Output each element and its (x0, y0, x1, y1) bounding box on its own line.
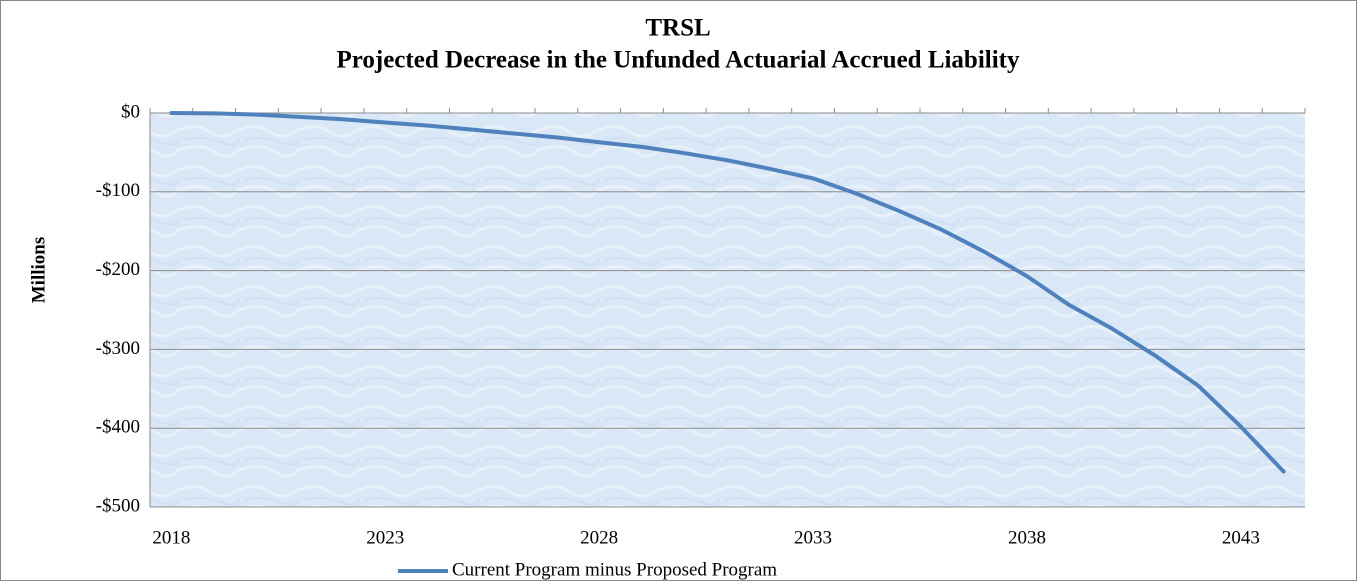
data-line (169, 111, 1286, 474)
x-tick-label: 2043 (1222, 527, 1260, 548)
plot-area (150, 113, 1305, 507)
y-tick-label: -$400 (96, 417, 140, 438)
y-tick-label: -$100 (96, 180, 140, 201)
y-tick-label: -$500 (96, 495, 140, 516)
x-tick-label: 2038 (1008, 527, 1046, 548)
x-tick-label: 2028 (580, 527, 618, 548)
x-tick-label: 2023 (366, 527, 404, 548)
x-tick-label: 2033 (794, 527, 832, 548)
y-tick-label: -$300 (96, 338, 140, 359)
y-tick-label: $0 (121, 101, 140, 122)
y-axis-title: Millions (28, 237, 49, 304)
y-tick-label: -$200 (96, 259, 140, 280)
legend-label: Current Program minus Proposed Program (452, 559, 777, 580)
x-tick-label: 2018 (152, 527, 190, 548)
chart-title: TRSL (645, 15, 710, 42)
chart-subtitle: Projected Decrease in the Unfunded Actua… (336, 47, 1020, 74)
